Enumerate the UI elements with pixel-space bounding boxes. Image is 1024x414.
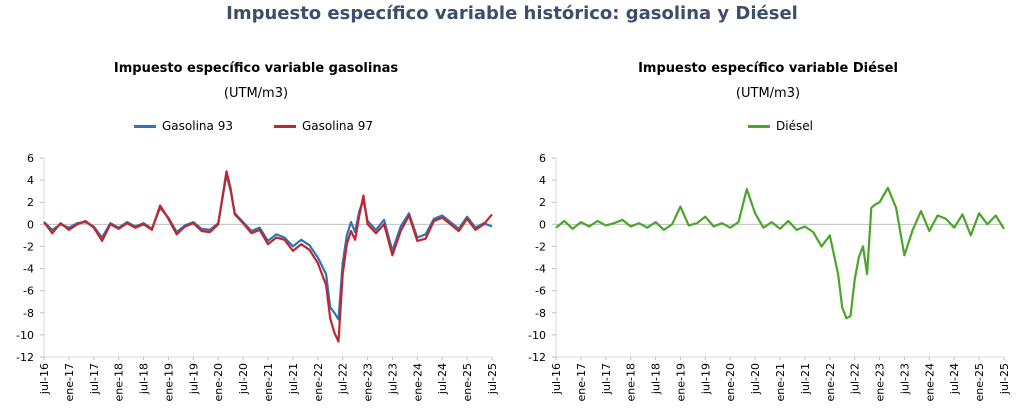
x-tick-label: jul-22 (849, 363, 862, 395)
diesel-line-chart: -12 -10 -8 -6 -4 -2 0 2 4 6 jul-16 ene-17 jul-17 ene-… (528, 152, 1011, 401)
x-tick-label: ene-19 (162, 363, 175, 401)
legend-swatch (134, 124, 156, 128)
x-tick-label: jul-19 (187, 363, 200, 395)
series-line-gasolina-93 (43, 173, 493, 321)
y-tick-label: -2 (23, 240, 34, 253)
chart-title: Impuesto específico variable Diésel (638, 61, 898, 76)
x-tick-label: jul-24 (948, 363, 961, 395)
page-title: Impuesto específico variable histórico: … (226, 3, 798, 24)
y-tick-label: -8 (535, 307, 546, 320)
x-tick-label: jul-16 (550, 363, 563, 395)
chart-unit: (UTM/m3) (223, 86, 289, 101)
x-tick-label: ene-17 (63, 363, 76, 401)
y-tick-label: 6 (27, 152, 34, 165)
x-tick-label: jul-18 (138, 363, 151, 395)
legend-swatch (274, 124, 296, 128)
x-tick-label: ene-21 (262, 363, 275, 401)
y-tick-label: -8 (23, 307, 34, 320)
y-tick-label: 6 (539, 152, 546, 165)
y-tick-label: -2 (535, 240, 546, 253)
y-tick-label: 2 (539, 196, 546, 209)
gasoline-line-chart: -12 -10 -8 -6 -4 -2 0 2 4 6 jul-16 ene-17 jul-17 ene-… (16, 152, 499, 401)
y-tick-label: 4 (539, 174, 546, 187)
x-tick-label: jul-23 (386, 363, 399, 395)
x-tick-label: ene-21 (774, 363, 787, 401)
y-tick-label: -6 (535, 285, 546, 298)
x-tick-label: jul-18 (650, 363, 663, 395)
x-tick-label: jul-22 (337, 363, 350, 395)
x-tick-label: ene-17 (575, 363, 588, 401)
x-tick-label: ene-18 (625, 363, 638, 401)
x-tick-label: jul-25 (998, 363, 1011, 395)
legend-item-gasolina-93: Gasolina 93 (134, 117, 233, 135)
x-tick-label: ene-20 (724, 363, 737, 401)
legend-item-gasolina-97: Gasolina 97 (274, 117, 373, 135)
x-tick-label: jul-17 (88, 363, 101, 395)
x-tick-label: ene-22 (824, 363, 837, 401)
y-tick-label: -10 (16, 329, 34, 342)
x-tick-label: jul-20 (749, 363, 762, 395)
x-tick-label: ene-25 (461, 363, 474, 401)
x-tick-label: ene-23 (874, 363, 887, 401)
x-tick-label: jul-17 (600, 363, 613, 395)
x-tick-label: ene-24 (411, 363, 424, 401)
legend-label: Diésel (776, 119, 813, 133)
y-tick-label: -10 (528, 329, 546, 342)
y-tick-label: -4 (535, 263, 546, 276)
y-tick-label: 4 (27, 174, 34, 187)
x-tick-label: ene-22 (312, 363, 325, 401)
x-tick-label: jul-21 (287, 363, 300, 395)
x-tick-label: ene-25 (973, 363, 986, 401)
y-tick-label: -12 (16, 351, 34, 364)
chart-legend: Gasolina 93 Gasolina 97 (0, 117, 512, 135)
legend-label: Gasolina 97 (302, 119, 373, 133)
x-tick-label: jul-16 (38, 363, 51, 395)
chart-legend: Diésel (512, 117, 1024, 135)
x-tick-label: jul-19 (699, 363, 712, 395)
x-tick-label: jul-23 (898, 363, 911, 395)
legend-swatch (748, 124, 770, 128)
chart-unit: (UTM/m3) (735, 86, 801, 101)
x-tick-label: ene-20 (212, 363, 225, 401)
x-tick-label: jul-21 (799, 363, 812, 395)
y-tick-label: -6 (23, 285, 34, 298)
x-tick-label: ene-18 (113, 363, 126, 401)
y-tick-label: 0 (539, 218, 546, 231)
chart-title: Impuesto específico variable gasolinas (113, 61, 399, 76)
y-tick-label: -4 (23, 263, 34, 276)
x-tick-label: jul-25 (486, 363, 499, 395)
legend-label: Gasolina 93 (162, 119, 233, 133)
legend-item-diesel: Diésel (748, 117, 813, 135)
x-tick-label: jul-20 (237, 363, 250, 395)
y-tick-label: 0 (27, 218, 34, 231)
gasoline-chart-panel: Impuesto específico variable gasolinas (… (0, 61, 512, 401)
x-tick-label: ene-24 (923, 363, 936, 401)
x-tick-label: jul-24 (436, 363, 449, 395)
y-tick-label: 2 (27, 196, 34, 209)
series-line-di-sel (555, 186, 1005, 320)
diesel-chart-panel: Impuesto específico variable Diésel (UTM… (512, 0, 1024, 414)
x-tick-label: ene-19 (674, 363, 687, 401)
y-tick-label: -12 (528, 351, 546, 364)
series-line-gasolina-97 (43, 170, 493, 343)
x-tick-label: ene-23 (362, 363, 375, 401)
